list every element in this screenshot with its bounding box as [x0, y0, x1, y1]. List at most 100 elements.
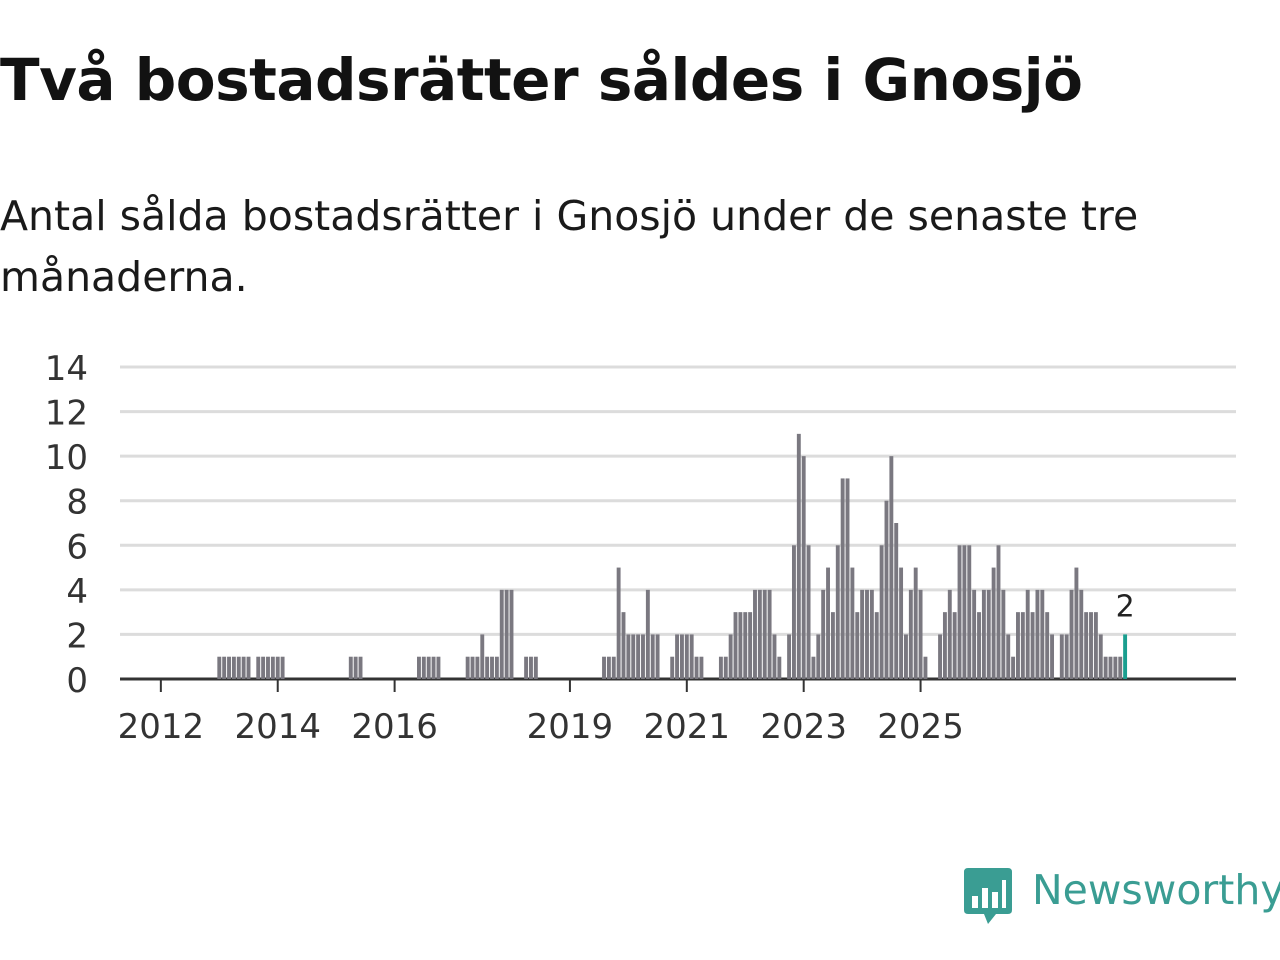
x-tick-label: 2016 — [351, 707, 438, 747]
bar — [606, 656, 611, 679]
bar — [465, 656, 470, 679]
bar — [480, 634, 485, 679]
bar — [1011, 656, 1016, 679]
bar — [504, 589, 509, 679]
bar — [733, 612, 738, 679]
x-tick-label: 2023 — [760, 707, 847, 747]
bar — [772, 634, 777, 679]
bar — [645, 589, 650, 679]
bar — [889, 456, 894, 679]
brand-name: Newsworthy — [1032, 866, 1280, 914]
bar — [962, 545, 967, 679]
bar — [231, 656, 236, 679]
bar — [762, 589, 767, 679]
bar — [533, 656, 538, 679]
bar — [524, 656, 529, 679]
data-label-latest: 2 — [1116, 589, 1135, 624]
bar — [641, 634, 645, 679]
bar — [241, 656, 246, 679]
bar — [1035, 589, 1040, 679]
bar — [1113, 656, 1118, 679]
bar — [738, 612, 743, 679]
bar — [884, 500, 889, 679]
bar — [869, 589, 874, 679]
gridlines — [120, 365, 1236, 681]
bar — [923, 656, 928, 679]
bar — [952, 612, 957, 679]
bar — [913, 567, 918, 679]
bar — [845, 478, 850, 679]
x-tick-label: 2019 — [527, 707, 614, 747]
bar — [1001, 589, 1006, 679]
bar — [689, 634, 694, 679]
bar — [636, 634, 641, 679]
bar — [417, 656, 421, 679]
bar — [684, 634, 689, 679]
bar — [1089, 612, 1093, 679]
bar — [1025, 589, 1030, 679]
bar — [1050, 634, 1055, 679]
bar — [821, 589, 826, 679]
bar — [850, 567, 855, 679]
bar — [996, 545, 1001, 679]
bar — [621, 612, 626, 679]
bar — [675, 634, 680, 679]
bar — [256, 656, 261, 679]
y-tick-label: 4 — [66, 572, 88, 612]
bar — [426, 656, 431, 679]
bar — [801, 456, 806, 679]
bar — [830, 612, 835, 679]
bar — [977, 612, 981, 679]
bar — [1118, 656, 1123, 679]
bar — [1074, 567, 1079, 679]
bar — [261, 656, 266, 679]
bar — [753, 589, 757, 679]
bar — [679, 634, 684, 679]
bar — [650, 634, 655, 679]
bar — [986, 589, 991, 679]
bar — [840, 478, 845, 679]
bar — [490, 656, 494, 679]
bar — [908, 589, 913, 679]
bar — [499, 589, 504, 679]
bar — [494, 656, 499, 679]
bar — [222, 656, 227, 679]
bar — [616, 567, 621, 679]
bar — [475, 656, 480, 679]
bar — [1064, 634, 1069, 679]
bar — [767, 589, 772, 679]
bar — [358, 656, 363, 679]
chart-title: Två bostadsrätter såldes i Gnosjö — [0, 46, 1083, 114]
bar — [1098, 634, 1103, 679]
bar — [718, 656, 723, 679]
bar — [694, 656, 699, 679]
newsworthy-logo-icon — [964, 868, 1012, 924]
bar — [811, 656, 816, 679]
bar — [865, 589, 869, 679]
bar — [728, 634, 733, 679]
bar — [723, 656, 728, 679]
bar — [270, 656, 275, 679]
bar — [1059, 634, 1064, 679]
bar — [777, 656, 782, 679]
bar — [748, 612, 753, 679]
bar — [1108, 656, 1113, 679]
y-tick-label: 0 — [66, 661, 88, 701]
bar — [899, 567, 904, 679]
chart-subtitle: Antal sålda bostadsrätter i Gnosjö under… — [0, 192, 1139, 301]
bar — [485, 656, 490, 679]
x-axis-ticks: 2012 2014 2016 2019 2021 2023 2025 — [118, 679, 964, 747]
bar — [792, 545, 796, 679]
bar — [787, 634, 792, 679]
bar — [275, 656, 280, 679]
data-labels: 2 — [1116, 589, 1135, 624]
bar — [280, 656, 285, 679]
bar — [874, 612, 879, 679]
bar — [353, 656, 358, 679]
bar — [602, 656, 606, 679]
bar — [855, 612, 860, 679]
bar — [670, 656, 675, 679]
bar — [1084, 612, 1089, 679]
